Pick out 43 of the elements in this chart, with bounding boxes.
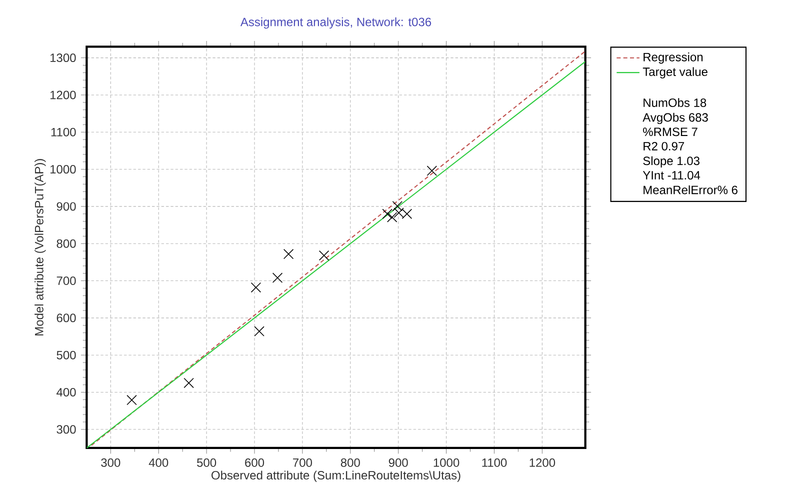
x-tick-label: 600 [245,458,264,467]
point [126,394,137,406]
chart-title: Assignment analysis, Network: t036 [240,17,432,29]
y-tick-label: 1100 [51,128,76,136]
x-tick-label: 1100 [482,458,507,467]
point [184,378,194,388]
y-tick-label: 300 [56,425,76,434]
x-tick-label: 900 [388,458,408,467]
x-tick-label: 1000 [434,458,460,467]
x-tick-label: 800 [340,458,360,467]
y-tick-label: 1000 [50,165,76,174]
text: AvgObs 683 [642,112,708,124]
y-tick-label: 400 [56,388,76,396]
point [426,166,438,176]
point [254,326,264,336]
y-tick-label: 900 [56,202,76,211]
point [386,212,398,222]
x-axis-title: Observed attribute (Sum:LineRouteItems\Utas) [212,470,460,482]
point [283,248,294,260]
point [318,250,330,261]
y-tick-label: 600 [56,314,76,322]
text: YInt -11.04 [642,171,700,180]
text: R2 0.97 [644,142,684,150]
point [392,200,402,212]
text: NumObs 18 [644,98,706,107]
y-tick-label: 500 [56,350,76,360]
x-tick-label: 300 [101,458,120,467]
y-tick-label: 1300 [50,54,76,62]
x-tick-label: 500 [197,458,216,467]
x-tick-label: 1200 [530,458,556,467]
text: %RMSE 7 [643,128,698,136]
x-tick-label: 400 [148,458,168,467]
point [272,272,283,283]
legend-label: Regression [644,52,703,64]
text: Slope 1.03 [643,156,700,168]
text: MeanRelError% 6 [644,185,738,194]
y-tick-label: 700 [56,276,76,286]
x-tick-label: 700 [293,458,312,467]
point [250,282,262,293]
y-tick-label: 800 [56,239,76,248]
legend-label: Target value [642,67,708,78]
y-tick-label: 1200 [50,90,76,100]
y-axis-title: Model attribute (VolPersPuT(AP)) [34,159,46,336]
